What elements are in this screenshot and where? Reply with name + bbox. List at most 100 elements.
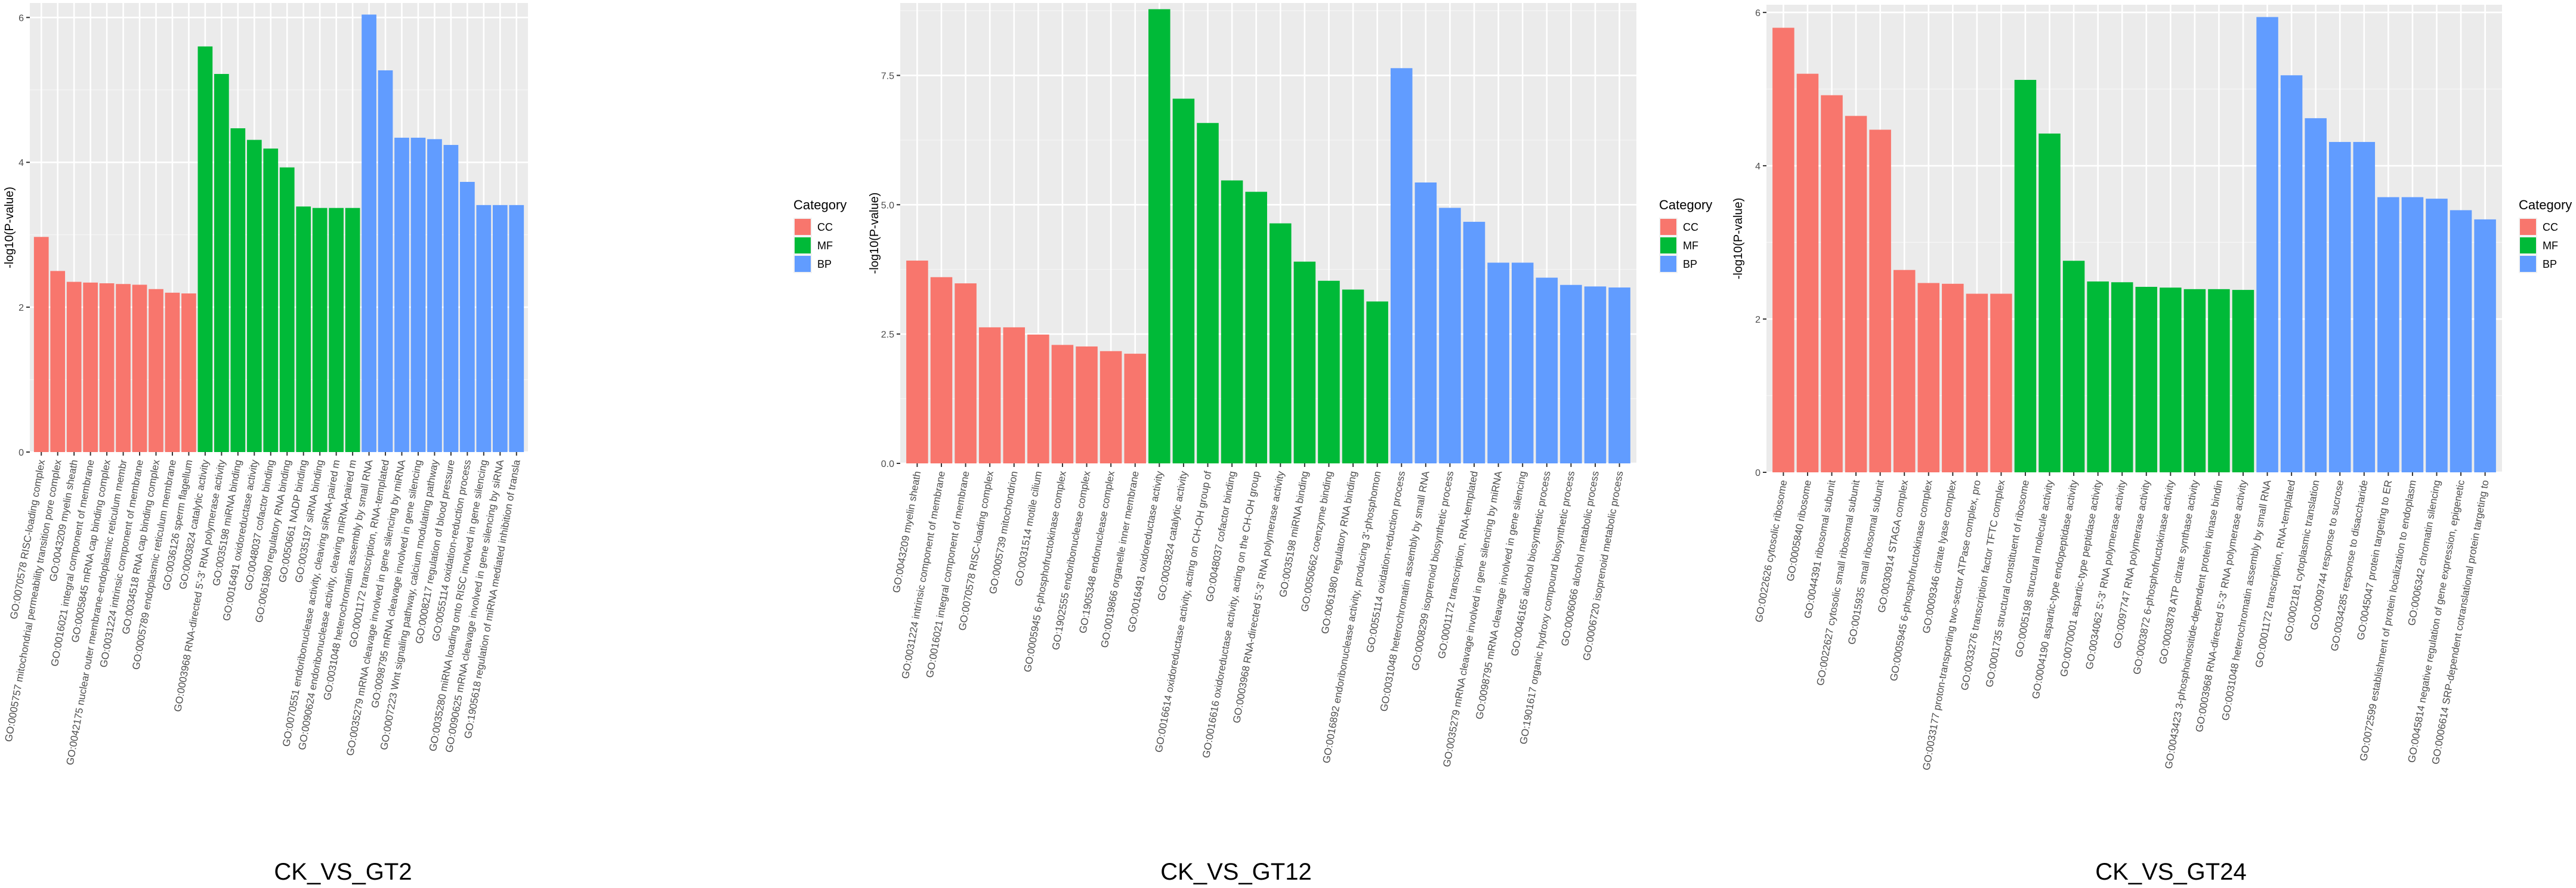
legend-swatch-bp <box>795 256 811 272</box>
bar-25 <box>2353 142 2376 472</box>
bar-5 <box>1869 129 1891 472</box>
bar-2 <box>930 277 953 463</box>
x-category-label: GO:0005840 ribosome <box>1784 479 1814 582</box>
bar-26 <box>1511 262 1534 463</box>
bar-12 <box>2038 133 2061 472</box>
bar-13 <box>2062 261 2085 472</box>
bar-30 <box>2474 219 2496 472</box>
bar-30 <box>1608 287 1630 463</box>
bar-25 <box>427 139 442 452</box>
chart-panel-2: 0.02.55.07.5GO:0043209 myelin sheathGO:0… <box>868 3 1712 885</box>
bar-22 <box>2280 75 2303 473</box>
bar-28 <box>2426 199 2448 472</box>
chart-title: CK_VS_GT12 <box>1160 859 1311 885</box>
bar-7 <box>1051 345 1074 463</box>
bar-9 <box>1099 351 1122 463</box>
bar-26 <box>443 145 459 452</box>
bar-27 <box>460 181 475 452</box>
bar-28 <box>1560 284 1582 463</box>
bar-4 <box>83 282 98 452</box>
legend-title: Category <box>793 197 847 212</box>
bar-26 <box>2377 197 2399 472</box>
bar-19 <box>1342 289 1364 463</box>
bar-12 <box>214 74 229 452</box>
bar-9 <box>165 292 180 452</box>
legend: Category CC MF BP <box>793 197 847 273</box>
bar-4 <box>978 327 1001 463</box>
y-tick-label: 6 <box>1755 8 1760 18</box>
bar-23 <box>394 137 409 452</box>
x-category-label: GO:0004190 aspartic-type endopeptidase a… <box>2030 479 2080 700</box>
bar-15 <box>2111 282 2133 472</box>
bar-3 <box>1821 95 1843 473</box>
legend-title: Category <box>1659 197 1712 212</box>
bar-2 <box>1796 73 1819 473</box>
bar-11 <box>1148 9 1170 463</box>
legend-label-mf: MF <box>817 240 833 252</box>
bar-6 <box>1027 335 1049 463</box>
legend-title: Category <box>2519 197 2572 212</box>
bar-13 <box>1197 123 1219 463</box>
bar-15 <box>263 148 279 452</box>
bar-3 <box>66 281 82 452</box>
legend-swatch-mf <box>2520 237 2536 253</box>
bar-14 <box>2087 281 2109 472</box>
bar-7 <box>1917 283 1939 472</box>
legend: Category CC MF BP <box>2519 197 2572 273</box>
y-tick-label: 5.0 <box>881 200 894 211</box>
chart-title: CK_VS_GT2 <box>274 859 412 885</box>
bar-24 <box>2329 142 2351 472</box>
bar-29 <box>2450 210 2472 472</box>
bar-5 <box>99 283 115 452</box>
legend-label-bp: BP <box>1683 258 1697 270</box>
legend-label-bp: BP <box>2543 258 2557 270</box>
bar-17 <box>296 206 311 452</box>
bar-12 <box>1172 98 1195 463</box>
bar-7 <box>132 284 147 452</box>
bar-19 <box>329 208 344 452</box>
bar-30 <box>509 205 524 452</box>
y-axis-title: -log10(P-value) <box>868 193 881 274</box>
bar-3 <box>955 283 977 463</box>
bar-17 <box>2160 287 2182 472</box>
bar-6 <box>116 284 131 452</box>
bar-1 <box>1772 27 1794 473</box>
bar-15 <box>1245 191 1267 463</box>
y-tick-label: 0 <box>18 448 24 458</box>
x-category-label: GO:0022626 cytosolic ribosome <box>1753 479 1790 623</box>
y-tick-label: 4 <box>18 158 24 168</box>
bar-6 <box>1893 270 1916 472</box>
bar-10 <box>1124 354 1147 463</box>
bar-14 <box>1221 180 1243 463</box>
bar-21 <box>362 14 376 453</box>
bar-1 <box>33 237 49 452</box>
bar-28 <box>476 205 492 452</box>
bar-23 <box>1439 208 1461 463</box>
legend-swatch-cc <box>1660 219 1676 235</box>
bar-17 <box>1293 261 1316 463</box>
bar-27 <box>2401 197 2424 472</box>
y-tick-label: 0.0 <box>881 459 894 469</box>
bar-16 <box>279 167 295 452</box>
bar-16 <box>1270 223 1292 463</box>
bar-8 <box>1942 283 1964 472</box>
bar-11 <box>2014 79 2037 472</box>
bar-11 <box>197 46 213 452</box>
legend-swatch-mf <box>1660 237 1676 253</box>
chart-panel-3: 0 2 4 6 GO:0022626 cytosolic ribosomeGO:0005… <box>1732 5 2572 885</box>
y-tick-label: 2 <box>1755 315 1760 325</box>
x-category-label: GO:0016614 oxidoreductase activity, acti… <box>1153 470 1214 753</box>
y-tick-label: 2 <box>18 303 24 313</box>
chart-title: CK_VS_GT24 <box>2095 859 2246 885</box>
bar-8 <box>149 289 163 452</box>
y-axis-title: -log10(P-value) <box>1732 198 1745 280</box>
y-tick-label: 7.5 <box>881 71 894 81</box>
legend-label-mf: MF <box>1683 240 1698 252</box>
bar-25 <box>1487 262 1509 463</box>
y-tick-label: 6 <box>18 13 24 23</box>
bar-29 <box>492 205 508 452</box>
bar-23 <box>2305 118 2327 472</box>
bar-10 <box>181 293 196 452</box>
bar-29 <box>1584 286 1607 463</box>
